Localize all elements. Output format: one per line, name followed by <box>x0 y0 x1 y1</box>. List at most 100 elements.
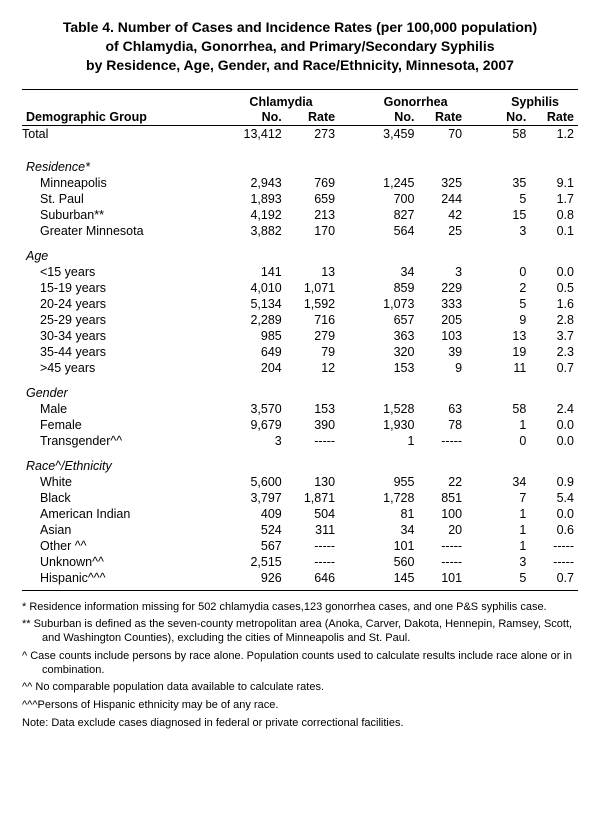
cell: 101 <box>365 538 418 554</box>
cell: 325 <box>418 175 466 191</box>
cell: 3,882 <box>223 223 286 239</box>
cell: 0.7 <box>530 570 578 586</box>
cell: 1,728 <box>365 490 418 506</box>
cell: 7 <box>492 490 530 506</box>
cell: 5,600 <box>223 474 286 490</box>
cell: 5 <box>492 296 530 312</box>
cell: 130 <box>286 474 339 490</box>
table-row: >45 years204121539110.7 <box>22 360 578 376</box>
cell: 100 <box>418 506 466 522</box>
cell: ----- <box>418 433 466 449</box>
section-label: Race^/Ethnicity <box>22 449 578 474</box>
table-row: 30-34 years985279363103133.7 <box>22 328 578 344</box>
cell: 5 <box>492 570 530 586</box>
cell: 3,570 <box>223 401 286 417</box>
cell: 78 <box>418 417 466 433</box>
col-group-syphilis: Syphilis <box>492 94 578 109</box>
cell: 1,073 <box>365 296 418 312</box>
cell: 0 <box>492 264 530 280</box>
cell: 1,592 <box>286 296 339 312</box>
row-label: White <box>22 474 197 490</box>
cell: 0.0 <box>530 264 578 280</box>
row-label: Black <box>22 490 197 506</box>
cell: 11 <box>492 360 530 376</box>
cell: 851 <box>418 490 466 506</box>
row-label: 20-24 years <box>22 296 197 312</box>
cell: 13 <box>492 328 530 344</box>
cell: 1 <box>492 417 530 433</box>
col-group-chlamydia: Chlamydia <box>223 94 339 109</box>
cell: 279 <box>286 328 339 344</box>
cell: 2,289 <box>223 312 286 328</box>
table-head: Demographic Group Chlamydia Gonorrhea Sy… <box>22 94 578 126</box>
cell: 827 <box>365 207 418 223</box>
cell: 15 <box>492 207 530 223</box>
cell: 1,930 <box>365 417 418 433</box>
cell: 0.0 <box>530 433 578 449</box>
cell: 204 <box>223 360 286 376</box>
cell: 101 <box>418 570 466 586</box>
row-label: 30-34 years <box>22 328 197 344</box>
row-label: >45 years <box>22 360 197 376</box>
cell: 34 <box>365 264 418 280</box>
cell: 25 <box>418 223 466 239</box>
table-row: American Indian4095048110010.0 <box>22 506 578 522</box>
cell: 646 <box>286 570 339 586</box>
cell: 0.1 <box>530 223 578 239</box>
cell: 1,893 <box>223 191 286 207</box>
cell: 700 <box>365 191 418 207</box>
cell: 2,515 <box>223 554 286 570</box>
row-label: 15-19 years <box>22 280 197 296</box>
col-chlamydia-rate: Rate <box>286 109 339 125</box>
row-label: Asian <box>22 522 197 538</box>
cell: 0.7 <box>530 360 578 376</box>
row-label: 25-29 years <box>22 312 197 328</box>
cell: 9.1 <box>530 175 578 191</box>
footnote: ** Suburban is defined as the seven-coun… <box>22 618 578 646</box>
table-title: Table 4. Number of Cases and Incidence R… <box>22 18 578 75</box>
cell: 3,459 <box>365 125 418 142</box>
cell: 560 <box>365 554 418 570</box>
table-row: Male3,5701531,52863582.4 <box>22 401 578 417</box>
cell: 659 <box>286 191 339 207</box>
row-label: St. Paul <box>22 191 197 207</box>
cell: 2,943 <box>223 175 286 191</box>
table-row: Unknown^^2,515-----560-----3----- <box>22 554 578 570</box>
cell: 0.9 <box>530 474 578 490</box>
cell: ----- <box>418 554 466 570</box>
footnote: ^ Case counts include persons by race al… <box>22 650 578 678</box>
footnote: Note: Data exclude cases diagnosed in fe… <box>22 717 578 731</box>
cell: 524 <box>223 522 286 538</box>
cell: 1,245 <box>365 175 418 191</box>
cell: 103 <box>418 328 466 344</box>
cell: 81 <box>365 506 418 522</box>
row-header-label: Demographic Group <box>22 94 197 125</box>
row-label: Greater Minnesota <box>22 223 197 239</box>
table-row: Total13,4122733,45970581.2 <box>22 125 578 142</box>
section-label: Gender <box>22 376 578 401</box>
cell: 2.3 <box>530 344 578 360</box>
row-label: Total <box>22 125 197 142</box>
cell: 141 <box>223 264 286 280</box>
cell: 859 <box>365 280 418 296</box>
table-row: White5,60013095522340.9 <box>22 474 578 490</box>
cell: 390 <box>286 417 339 433</box>
cell: 409 <box>223 506 286 522</box>
cell: ----- <box>530 554 578 570</box>
cell: 649 <box>223 344 286 360</box>
cell: 1.2 <box>530 125 578 142</box>
table-row: Other ^^567-----101-----1----- <box>22 538 578 554</box>
cell: 5 <box>492 191 530 207</box>
cell: 34 <box>365 522 418 538</box>
table-row: 15-19 years4,0101,07185922920.5 <box>22 280 578 296</box>
section-row: Age <box>22 239 578 264</box>
table-row: 35-44 years6497932039192.3 <box>22 344 578 360</box>
footnote: ^^ No comparable population data availab… <box>22 681 578 695</box>
row-label: Minneapolis <box>22 175 197 191</box>
cell: 1 <box>492 538 530 554</box>
cell: 1 <box>365 433 418 449</box>
section-label: Age <box>22 239 578 264</box>
cell: 170 <box>286 223 339 239</box>
table-row: Suburban**4,19221382742150.8 <box>22 207 578 223</box>
cell: 79 <box>286 344 339 360</box>
